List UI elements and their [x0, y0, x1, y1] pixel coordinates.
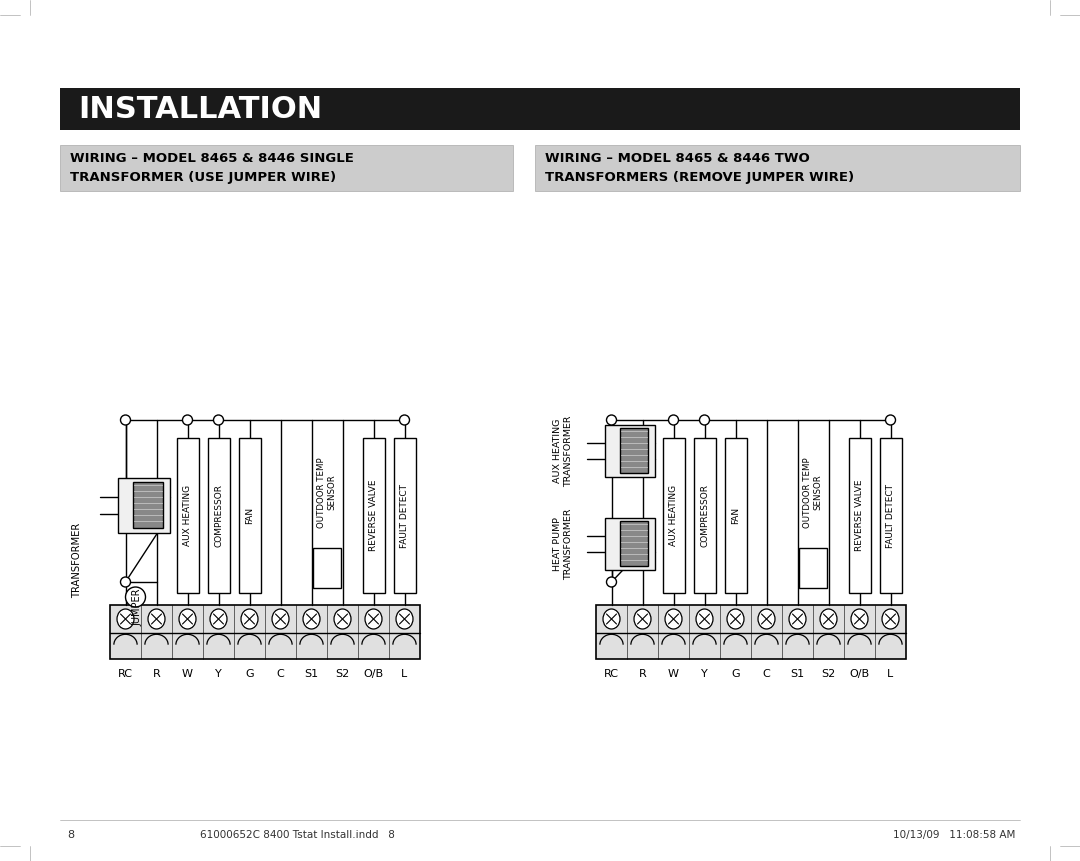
Ellipse shape	[634, 609, 651, 629]
Text: TRANSFORMERS (REMOVE JUMPER WIRE): TRANSFORMERS (REMOVE JUMPER WIRE)	[545, 171, 854, 184]
Bar	[799, 548, 827, 588]
Bar	[363, 438, 384, 593]
Circle shape	[669, 415, 678, 425]
Bar	[535, 145, 1020, 191]
Text: TRANSFORMER (USE JUMPER WIRE): TRANSFORMER (USE JUMPER WIRE)	[70, 171, 336, 184]
Text: S1: S1	[305, 669, 319, 679]
Ellipse shape	[241, 609, 258, 629]
Text: R: R	[638, 669, 646, 679]
Ellipse shape	[882, 609, 899, 629]
Text: AUX HEATING: AUX HEATING	[183, 485, 192, 546]
Text: INSTALLATION: INSTALLATION	[78, 95, 322, 123]
Ellipse shape	[851, 609, 868, 629]
Bar	[693, 438, 715, 593]
Bar	[620, 428, 648, 473]
Text: RC: RC	[118, 669, 133, 679]
Bar	[207, 438, 229, 593]
Bar	[393, 438, 416, 593]
Ellipse shape	[789, 609, 806, 629]
Text: C: C	[762, 669, 770, 679]
Text: FAULT DETECT: FAULT DETECT	[886, 484, 895, 548]
Text: 61000652C 8400 Tstat Install.indd   8: 61000652C 8400 Tstat Install.indd 8	[200, 830, 395, 840]
Bar	[110, 605, 420, 659]
Ellipse shape	[820, 609, 837, 629]
Text: O/B: O/B	[364, 669, 383, 679]
Text: W: W	[183, 669, 193, 679]
Text: REVERSE VALVE: REVERSE VALVE	[855, 480, 864, 551]
Bar	[605, 425, 654, 477]
Ellipse shape	[303, 609, 320, 629]
Ellipse shape	[603, 609, 620, 629]
Text: AUX HEATING: AUX HEATING	[669, 485, 678, 546]
Text: S2: S2	[822, 669, 836, 679]
Text: FAN: FAN	[245, 507, 254, 524]
Bar	[725, 438, 746, 593]
Text: WIRING – MODEL 8465 & 8446 SINGLE: WIRING – MODEL 8465 & 8446 SINGLE	[70, 152, 354, 165]
Bar	[118, 478, 170, 533]
Bar	[620, 521, 648, 566]
Text: JUMPER: JUMPER	[133, 588, 143, 626]
Circle shape	[183, 415, 192, 425]
Bar	[60, 145, 513, 191]
Circle shape	[886, 415, 895, 425]
Text: 8: 8	[67, 830, 75, 840]
Bar	[60, 88, 1020, 130]
Bar	[239, 438, 260, 593]
Ellipse shape	[272, 609, 289, 629]
Text: WIRING – MODEL 8465 & 8446 TWO: WIRING – MODEL 8465 & 8446 TWO	[545, 152, 810, 165]
Text: FAULT DETECT: FAULT DETECT	[400, 484, 409, 548]
Text: AUX HEATING
TRANSFORMER: AUX HEATING TRANSFORMER	[553, 415, 572, 486]
Text: S2: S2	[336, 669, 350, 679]
Circle shape	[125, 587, 146, 607]
Text: G: G	[245, 669, 254, 679]
Text: C: C	[276, 669, 284, 679]
Bar	[176, 438, 199, 593]
Bar	[133, 482, 163, 528]
Ellipse shape	[334, 609, 351, 629]
Bar	[879, 438, 902, 593]
Ellipse shape	[758, 609, 775, 629]
Text: O/B: O/B	[850, 669, 869, 679]
Ellipse shape	[148, 609, 165, 629]
Ellipse shape	[117, 609, 134, 629]
Circle shape	[121, 577, 131, 587]
Text: W: W	[669, 669, 679, 679]
Text: S1: S1	[791, 669, 805, 679]
Text: G: G	[731, 669, 740, 679]
Text: L: L	[888, 669, 893, 679]
Text: R: R	[152, 669, 160, 679]
Circle shape	[607, 577, 617, 587]
Text: COMPRESSOR: COMPRESSOR	[700, 484, 708, 547]
Text: TRANSFORMER: TRANSFORMER	[72, 523, 82, 598]
Ellipse shape	[396, 609, 413, 629]
Bar	[849, 438, 870, 593]
Bar	[313, 548, 341, 588]
Text: COMPRESSOR: COMPRESSOR	[214, 484, 222, 547]
Text: REVERSE VALVE: REVERSE VALVE	[369, 480, 378, 551]
Ellipse shape	[365, 609, 382, 629]
Ellipse shape	[179, 609, 195, 629]
Bar	[605, 518, 654, 570]
Text: HEAT PUMP
TRANSFORMER: HEAT PUMP TRANSFORMER	[553, 508, 572, 579]
Text: Y: Y	[215, 669, 221, 679]
Text: Y: Y	[701, 669, 707, 679]
Text: L: L	[402, 669, 407, 679]
Ellipse shape	[665, 609, 681, 629]
Circle shape	[214, 415, 224, 425]
Bar	[662, 438, 685, 593]
Text: RC: RC	[604, 669, 619, 679]
Ellipse shape	[210, 609, 227, 629]
Text: OUTDOOR TEMP
SENSOR: OUTDOOR TEMP SENSOR	[318, 457, 337, 528]
Bar	[596, 605, 906, 659]
Text: OUTDOOR TEMP
SENSOR: OUTDOOR TEMP SENSOR	[804, 457, 823, 528]
Circle shape	[121, 415, 131, 425]
Text: 10/13/09   11:08:58 AM: 10/13/09 11:08:58 AM	[893, 830, 1015, 840]
Ellipse shape	[727, 609, 744, 629]
Ellipse shape	[696, 609, 713, 629]
Circle shape	[400, 415, 409, 425]
Circle shape	[700, 415, 710, 425]
Text: FAN: FAN	[731, 507, 740, 524]
Circle shape	[607, 415, 617, 425]
